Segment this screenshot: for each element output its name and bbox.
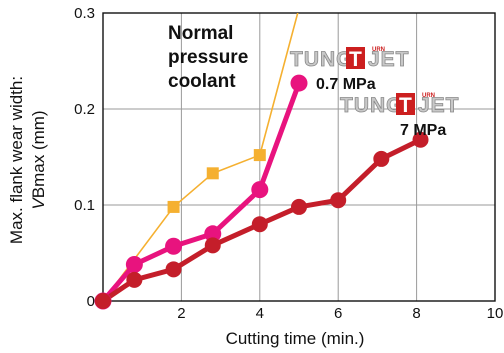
series-group <box>94 13 429 310</box>
x-tick-label: 8 <box>412 305 420 322</box>
y-axis-label-rest: Bmax (mm) <box>29 110 48 198</box>
logo-upper-superscript: URN <box>372 47 385 53</box>
data-point <box>165 261 182 278</box>
y-tick-label: 0.2 <box>74 101 95 118</box>
axes <box>102 12 496 302</box>
data-point <box>126 271 143 288</box>
y-tick-label: 0.3 <box>74 5 95 22</box>
data-point <box>165 237 183 255</box>
data-point <box>204 225 222 243</box>
data-point <box>412 131 429 148</box>
logo-lower-superscript: URN <box>422 93 435 99</box>
logo-lower-left: TUNG <box>340 94 404 117</box>
data-point <box>291 198 307 215</box>
logo-upper-t-box <box>346 47 365 69</box>
data-point <box>330 192 347 209</box>
annotation-pressure: pressure <box>168 47 248 68</box>
y-axis-label-line1: Max. flank wear width: <box>7 76 26 244</box>
data-point <box>95 293 111 309</box>
annotation-0-7-mpa: 0.7 MPa <box>316 76 376 93</box>
y-axis-label-line2: VBmax (mm) <box>29 110 48 209</box>
x-tick-label: 10 <box>487 305 504 322</box>
y-tick-label: 0 <box>87 293 95 310</box>
logo-lower-right: JET <box>418 94 460 117</box>
data-point <box>253 149 266 162</box>
data-point <box>125 256 143 274</box>
tick-labels: 2 4 6 8 10 0 0.1 0.2 0.3 <box>74 5 503 322</box>
logo-upper-t: T <box>349 48 362 71</box>
data-point <box>251 181 269 199</box>
logo-lower-t-box <box>396 93 415 115</box>
series-markers-2 <box>95 131 429 309</box>
annotation-normal-pressure-coolant: Normal pressure coolant <box>168 23 248 92</box>
y-axis-label: Max. flank wear width: VBmax (mm) <box>7 76 48 244</box>
data-point <box>206 167 219 180</box>
annotation-normal: Normal <box>168 23 233 44</box>
y-axis-label-italic: V <box>29 197 48 210</box>
x-axis-label: Cutting time (min.) <box>226 329 365 348</box>
x-tick-label: 4 <box>256 305 264 322</box>
annotation-coolant: coolant <box>168 71 236 92</box>
logo-lower-t: T <box>399 94 412 117</box>
data-point <box>290 74 308 92</box>
data-point <box>204 237 221 254</box>
logo-upper-left: TUNG <box>290 48 354 71</box>
logo-tungtjet-lower: TUNG T JET URN <box>340 93 460 117</box>
logo-upper-right: JET <box>368 48 410 71</box>
data-point <box>251 216 268 233</box>
data-point <box>167 200 180 213</box>
x-tick-label: 2 <box>177 305 185 322</box>
plot-frame <box>102 12 496 302</box>
x-tick-label: 6 <box>334 305 342 322</box>
data-point <box>373 150 390 167</box>
y-tick-label: 0.1 <box>74 197 95 214</box>
annotation-7-mpa: 7 MPa <box>400 122 446 139</box>
logo-tungtjet-upper: TUNG T JET URN <box>290 47 410 71</box>
